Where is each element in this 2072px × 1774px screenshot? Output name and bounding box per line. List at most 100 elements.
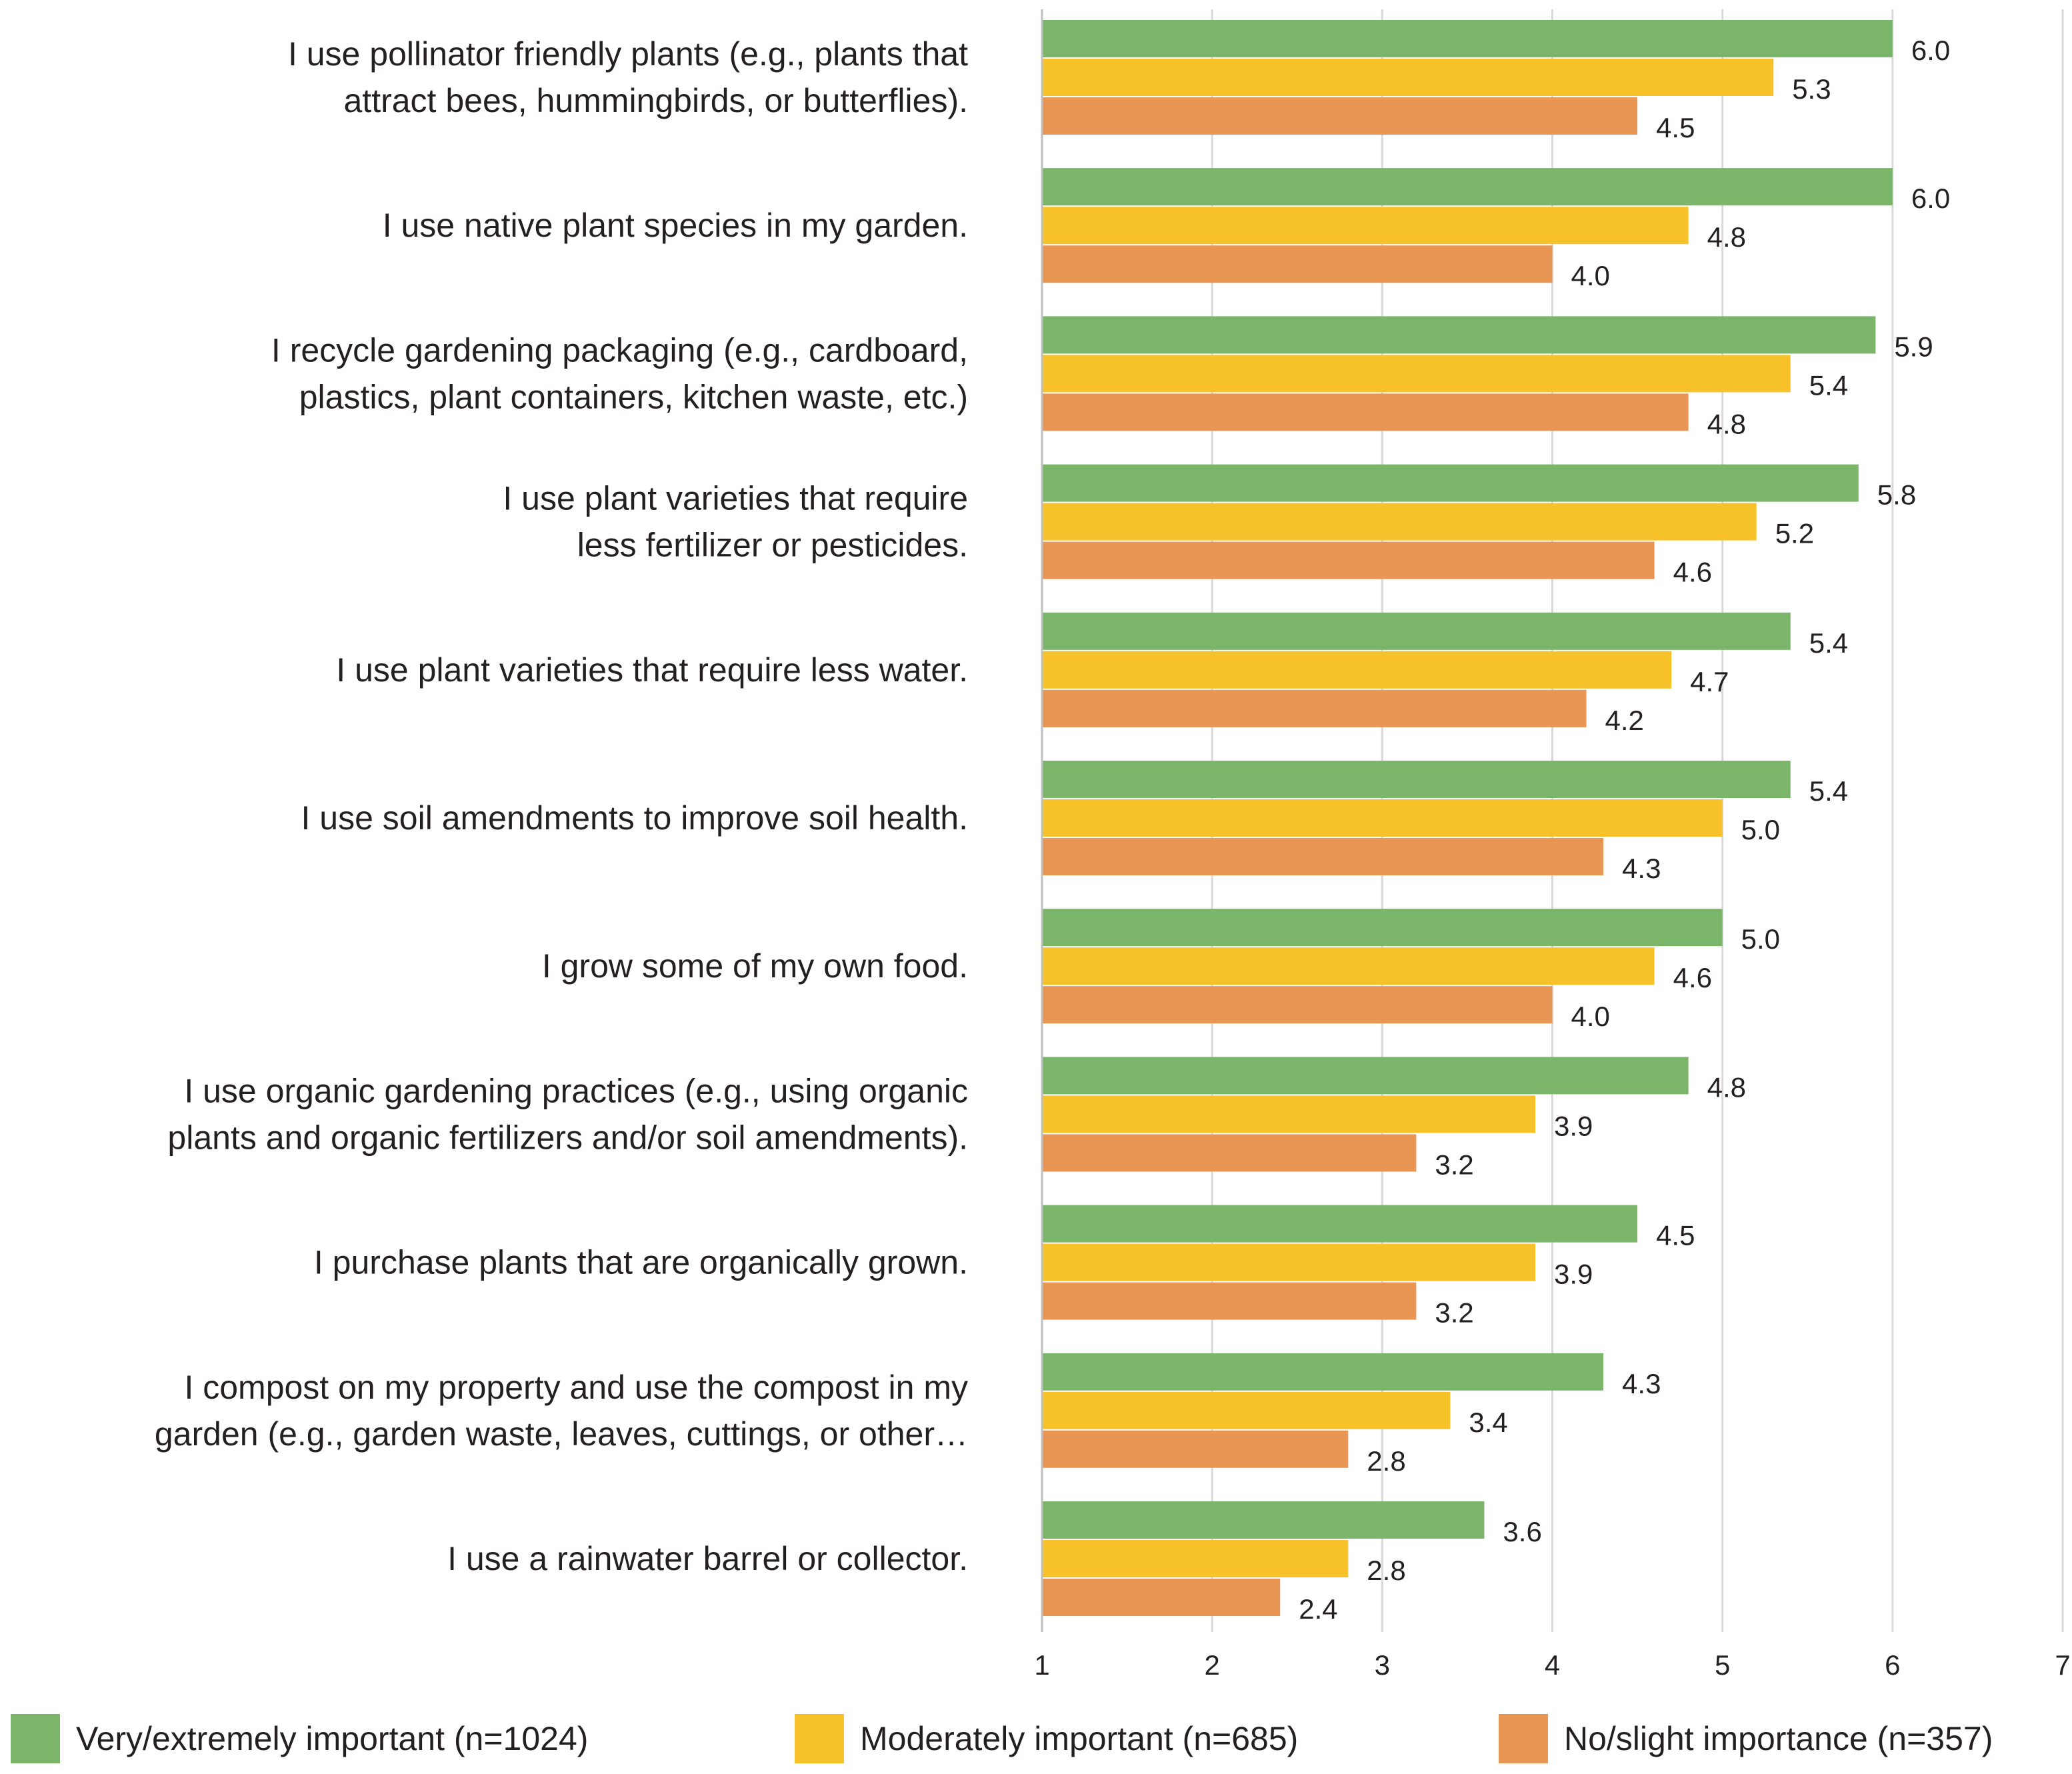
data-label: 4.2 (1605, 705, 1644, 736)
x-tick-label: 3 (1375, 1649, 1390, 1681)
x-tick-label: 4 (1545, 1649, 1560, 1681)
bar (1042, 541, 1655, 579)
legend-label-very-important: Very/extremely important (n=1024) (76, 1720, 589, 1757)
bar (1042, 689, 1587, 727)
bars (1042, 20, 1893, 1616)
bar (1042, 1430, 1349, 1468)
x-tick-label: 1 (1034, 1649, 1049, 1681)
data-label: 5.3 (1792, 73, 1831, 105)
data-label: 5.8 (1877, 479, 1916, 511)
category-label: plants and organic fertilizers and/or so… (167, 1119, 968, 1156)
bar (1042, 947, 1655, 985)
data-label: 4.6 (1673, 962, 1712, 993)
category-label: I use a rainwater barrel or collector. (447, 1540, 968, 1577)
x-tick-label: 7 (2055, 1649, 2070, 1681)
data-label: 5.0 (1741, 923, 1780, 955)
data-label: 4.0 (1571, 260, 1610, 291)
category-label: I use plant varieties that require (503, 480, 968, 517)
data-label: 4.8 (1707, 221, 1746, 253)
data-label: 4.8 (1707, 408, 1746, 439)
bar (1042, 20, 1893, 57)
bar (1042, 651, 1672, 689)
bar (1042, 799, 1723, 837)
bar (1042, 1134, 1417, 1172)
legend-label-moderately-important: Moderately important (n=685) (860, 1720, 1299, 1757)
legend: Very/extremely important (n=1024) Modera… (0, 1712, 2072, 1772)
bar (1042, 1282, 1417, 1320)
legend-swatch-moderately-important (795, 1714, 844, 1763)
data-label: 3.6 (1503, 1516, 1541, 1547)
legend-item-no-slight-importance: No/slight importance (n=357) (1499, 1712, 1993, 1765)
legend-label-no-slight-importance: No/slight importance (n=357) (1564, 1720, 1993, 1757)
bar (1042, 316, 1876, 354)
bar (1042, 1391, 1451, 1429)
data-label: 3.2 (1435, 1297, 1473, 1329)
category-label: I recycle gardening packaging (e.g., car… (271, 331, 968, 369)
bar (1042, 1205, 1638, 1243)
category-label: I use plant varieties that require less … (336, 651, 968, 689)
x-tick-label: 2 (1204, 1649, 1219, 1681)
data-label: 5.2 (1775, 518, 1814, 549)
data-label: 4.5 (1656, 112, 1695, 143)
bar (1042, 245, 1553, 283)
bar (1042, 986, 1553, 1024)
data-label: 3.9 (1554, 1259, 1593, 1290)
category-label: I use native plant species in my garden. (383, 207, 968, 244)
category-label: I grow some of my own food. (542, 947, 968, 985)
category-label: attract bees, hummingbirds, or butterfli… (344, 82, 969, 119)
data-label: 3.4 (1469, 1407, 1507, 1438)
data-label: 5.4 (1809, 369, 1848, 401)
bar (1042, 503, 1757, 541)
category-label: I use organic gardening practices (e.g.,… (184, 1072, 968, 1109)
data-label: 5.4 (1809, 775, 1848, 807)
data-label: 4.8 (1707, 1071, 1746, 1103)
data-label: 3.9 (1554, 1110, 1593, 1141)
bar (1042, 1540, 1349, 1577)
bar (1042, 355, 1791, 393)
bar (1042, 393, 1689, 431)
bar (1042, 612, 1791, 650)
data-label: 4.7 (1690, 666, 1729, 697)
bar (1042, 838, 1604, 875)
bar (1042, 1353, 1604, 1391)
data-label: 2.8 (1367, 1555, 1405, 1586)
bar (1042, 207, 1689, 245)
data-label: 4.3 (1622, 1368, 1661, 1399)
category-label: I use soil amendments to improve soil he… (301, 799, 969, 837)
legend-item-very-important: Very/extremely important (n=1024) (11, 1712, 588, 1765)
data-label: 3.2 (1435, 1149, 1473, 1180)
category-label: I use pollinator friendly plants (e.g., … (288, 35, 968, 73)
labels: 1 2 3 4 5 6 7 6.0 5.3 4.5 I use pollinator friendl… (155, 35, 2071, 1681)
bar (1042, 1579, 1281, 1616)
data-label: 5.4 (1809, 627, 1848, 659)
bar (1042, 1095, 1535, 1133)
x-tick-label: 5 (1715, 1649, 1730, 1681)
bar (1042, 464, 1859, 502)
legend-swatch-no-slight-importance (1499, 1714, 1548, 1763)
data-label: 4.6 (1673, 557, 1712, 588)
data-label: 5.0 (1741, 814, 1780, 845)
bar (1042, 1243, 1535, 1281)
category-label: I purchase plants that are organically g… (314, 1244, 968, 1281)
data-label: 5.9 (1894, 331, 1933, 362)
category-label: plastics, plant containers, kitchen wast… (299, 378, 968, 415)
bar (1042, 761, 1791, 798)
bar-chart: 1 2 3 4 5 6 7 6.0 5.3 4.5 I use pollinator friendl… (155, 9, 2071, 1681)
legend-swatch-very-important (11, 1714, 60, 1763)
data-label: 6.0 (1911, 35, 1950, 66)
category-label: I compost on my property and use the com… (184, 1369, 968, 1406)
legend-item-moderately-important: Moderately important (n=685) (795, 1712, 1298, 1765)
bar (1042, 909, 1723, 947)
x-tick-label: 6 (1885, 1649, 1900, 1681)
bar (1042, 168, 1893, 206)
data-label: 4.3 (1622, 853, 1661, 884)
data-label: 2.8 (1367, 1445, 1405, 1477)
bar (1042, 97, 1638, 135)
data-label: 6.0 (1911, 183, 1950, 214)
data-label: 4.5 (1656, 1220, 1695, 1251)
data-label: 2.4 (1299, 1593, 1337, 1625)
bar (1042, 1501, 1485, 1539)
category-label: less fertilizer or pesticides. (577, 527, 968, 564)
bar (1042, 59, 1774, 96)
bar (1042, 1057, 1689, 1095)
